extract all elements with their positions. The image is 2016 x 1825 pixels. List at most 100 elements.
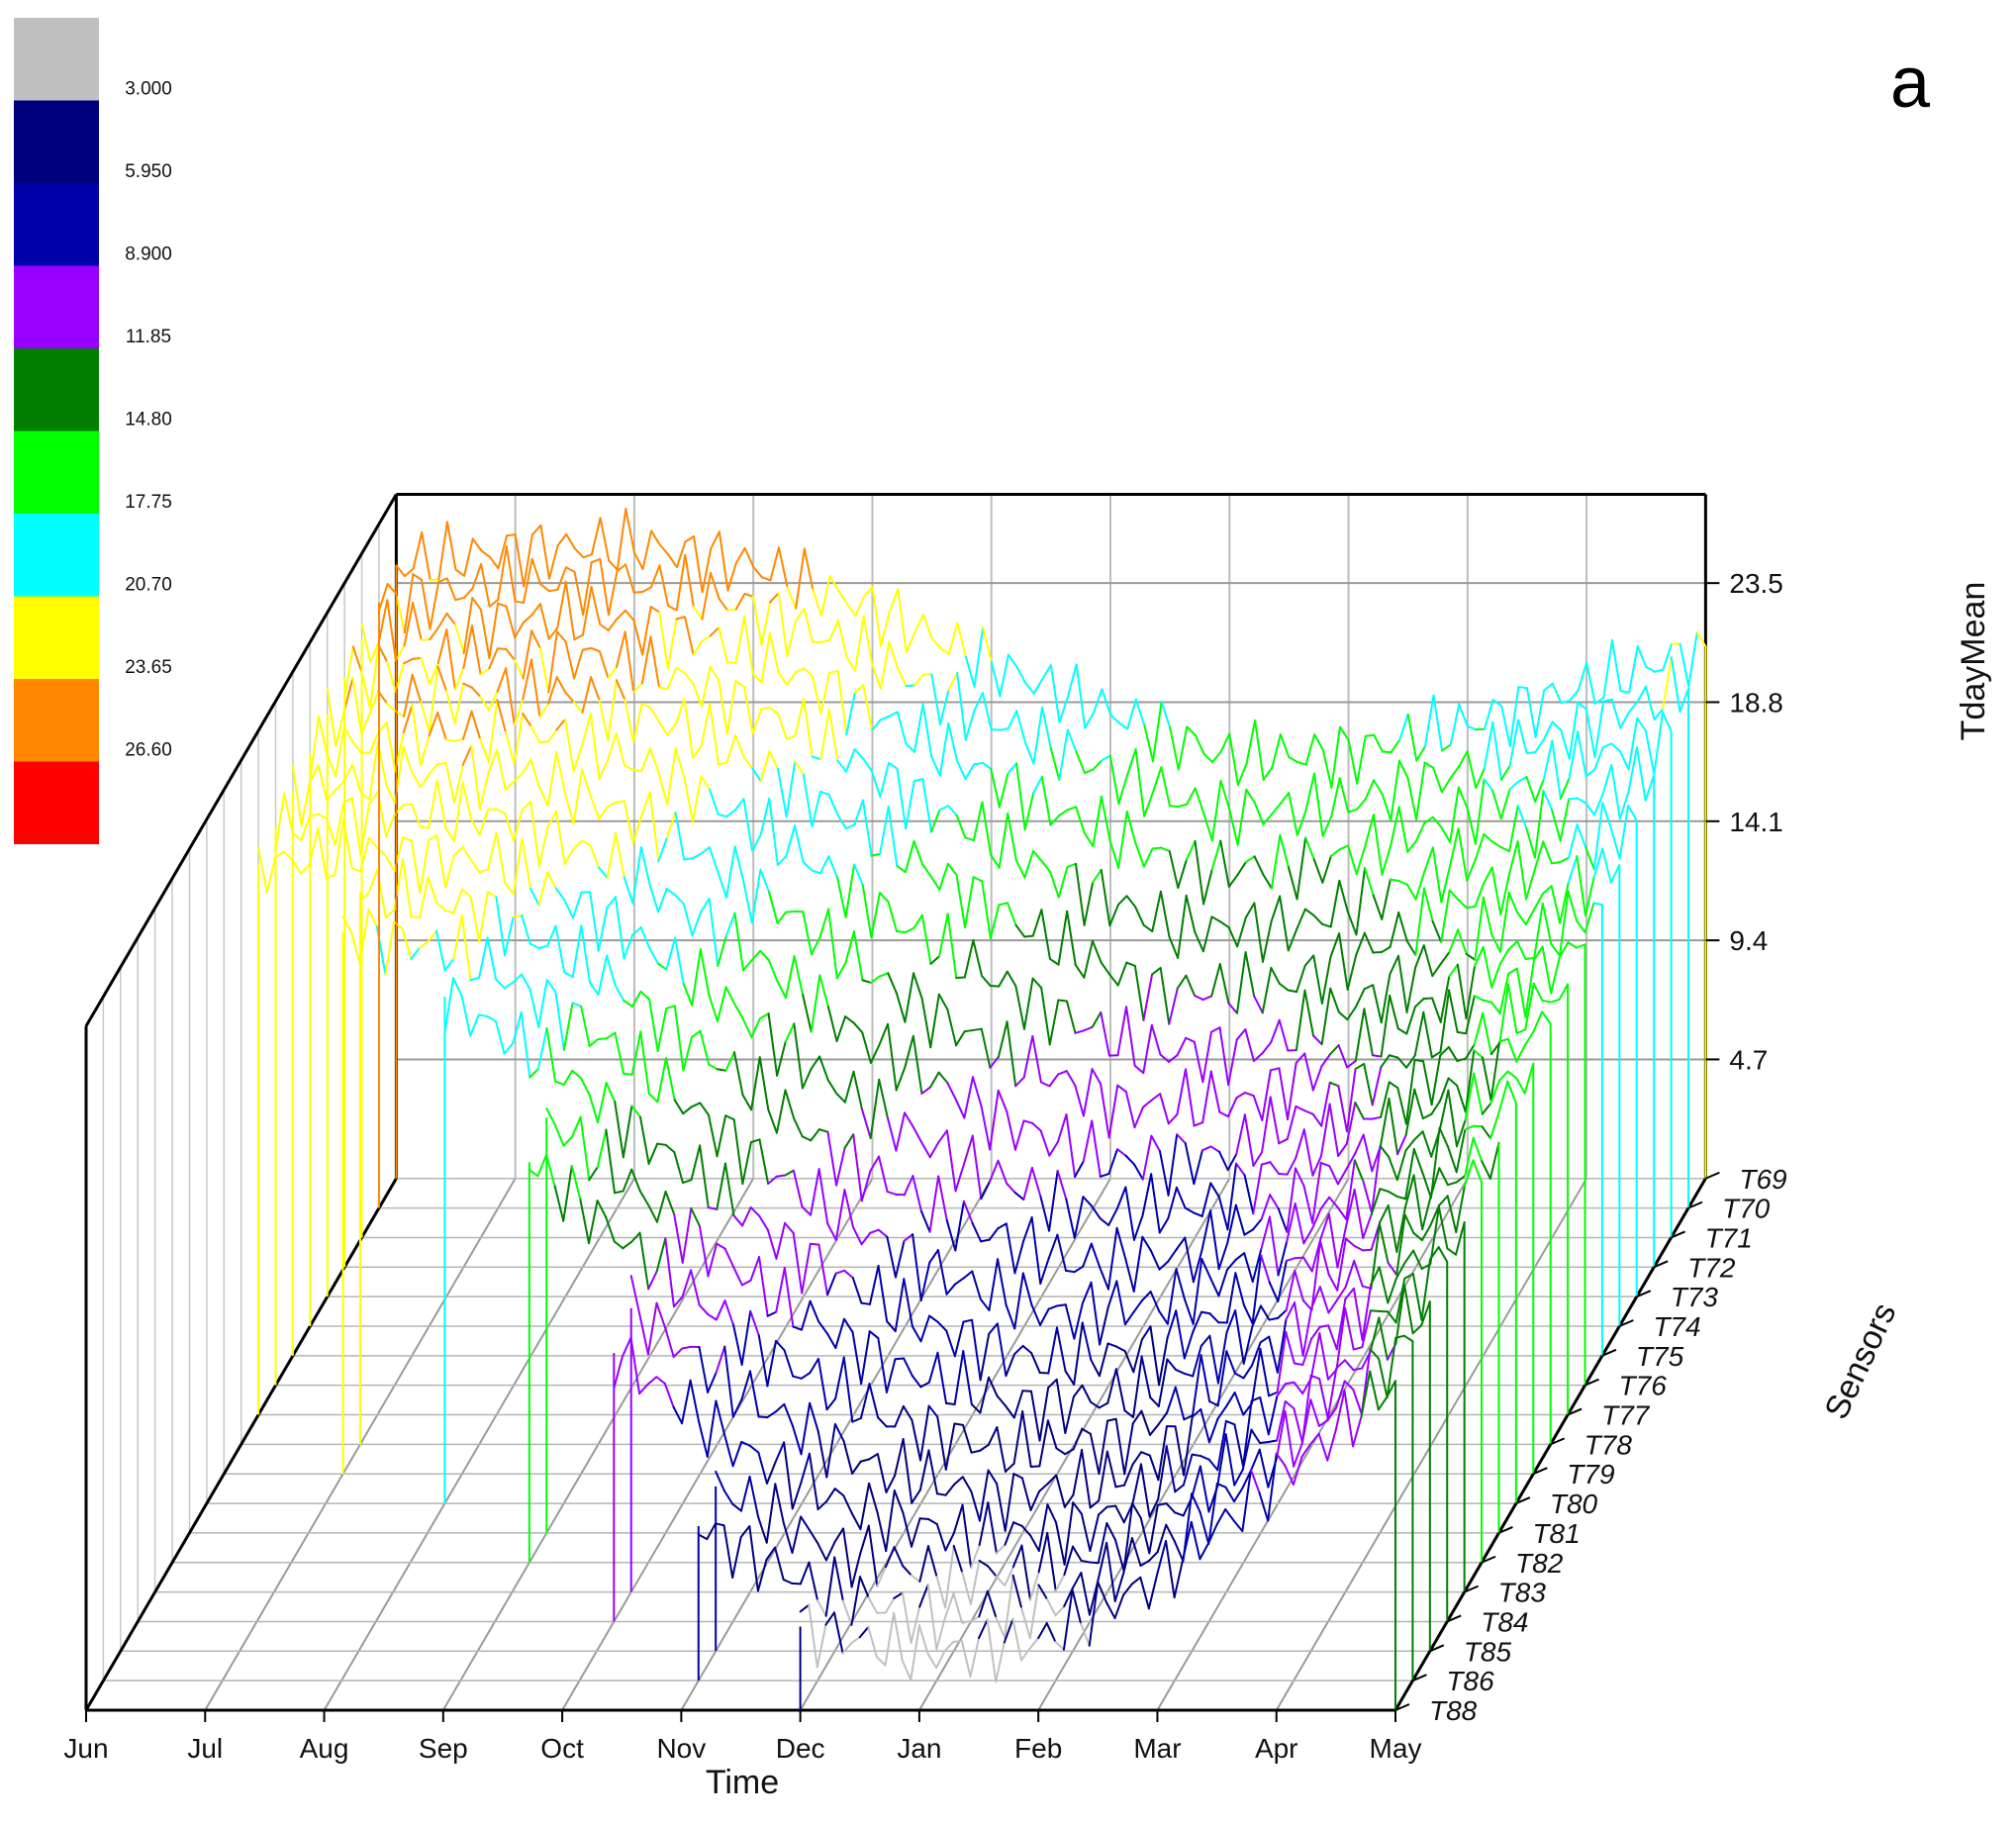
series-line-segment: [478, 936, 489, 979]
series-line-segment: [1455, 1220, 1466, 1256]
series-line-segment: [1533, 892, 1545, 911]
x-tick-label: Jun: [63, 1733, 108, 1764]
series-line-segment: [718, 625, 728, 664]
y-tick-label: T74: [1653, 1311, 1700, 1342]
series-line-segment: [1601, 802, 1612, 830]
series-line-segment: [936, 1320, 948, 1332]
series-line-segment: [487, 831, 498, 871]
series-line-segment: [411, 704, 423, 767]
series-line-segment: [1075, 663, 1087, 729]
series-line-segment: [1568, 701, 1580, 760]
series-line-segment: [1346, 911, 1358, 936]
series-line-segment: [1065, 1113, 1077, 1179]
series-line-segment: [545, 1153, 556, 1188]
series-line-segment: [724, 1051, 735, 1072]
series-line-segment: [1268, 1391, 1279, 1397]
x-tick-label: Nov: [656, 1733, 706, 1764]
series-line-segment: [1362, 1248, 1373, 1252]
series-line-segment: [571, 1115, 582, 1138]
series-line-segment: [884, 1596, 896, 1614]
series-line-segment: [956, 622, 967, 658]
series-line-segment: [1201, 1030, 1212, 1084]
series-line-segment: [990, 853, 1001, 869]
series-line-segment: [982, 625, 993, 663]
series-line-segment: [1490, 933, 1502, 953]
series-line-segment: [766, 1339, 778, 1388]
series-line-segment: [1133, 1163, 1144, 1181]
series-line-segment: [964, 763, 976, 781]
series-line-segment: [810, 1168, 820, 1216]
series-line-segment: [1012, 1473, 1023, 1480]
series-line-segment: [1005, 1303, 1016, 1330]
series-line-segment: [1309, 1332, 1321, 1380]
series-line-segment: [1082, 1196, 1094, 1207]
series-line-segment: [1337, 1044, 1349, 1069]
series-line-segment: [1432, 816, 1443, 829]
series-line-segment: [997, 1089, 1008, 1113]
series-line-segment: [1304, 733, 1316, 766]
series-line-segment: [961, 1571, 972, 1605]
series-line-segment: [783, 1267, 795, 1328]
series-line-segment: [836, 619, 848, 658]
series-line-segment: [454, 596, 465, 602]
series-line-segment: [749, 1256, 761, 1282]
series-line-segment: [888, 588, 900, 614]
series-line-segment: [606, 954, 617, 987]
series-line-segment: [963, 1028, 975, 1033]
series-line-segment: [1354, 1062, 1366, 1071]
series-line-segment: [648, 946, 659, 965]
series-line-segment: [555, 810, 566, 865]
series-line-segment: [360, 623, 372, 663]
series-line-segment: [1423, 694, 1435, 748]
series-line-segment: [845, 691, 856, 736]
series-line-segment: [1142, 1099, 1153, 1108]
series-line-segment: [1168, 935, 1180, 959]
series-line-segment: [917, 1624, 929, 1655]
series-line-segment: [1568, 730, 1580, 780]
series-line-segment: [605, 1128, 617, 1195]
series-line-segment: [1175, 1236, 1187, 1251]
series-line-segment: [1295, 1128, 1305, 1160]
series-line-segment: [743, 615, 754, 675]
series-line-segment: [800, 1372, 812, 1380]
series-line-segment: [912, 913, 923, 929]
series-line-segment: [615, 732, 626, 767]
series-line-segment: [808, 1528, 819, 1545]
series-line-segment: [826, 1130, 838, 1187]
series-line-segment: [1489, 1079, 1500, 1105]
series-line-segment: [649, 706, 660, 722]
series-line-segment: [1139, 1576, 1150, 1610]
series-line-segment: [1075, 806, 1086, 834]
series-line-segment: [783, 1349, 795, 1378]
series-line-segment: [964, 655, 976, 688]
series-line-segment: [1158, 1260, 1170, 1271]
series-line-segment: [1143, 792, 1154, 817]
y-tick: [1584, 1378, 1599, 1387]
series-line-segment: [1062, 1588, 1074, 1651]
series-line-segment: [1457, 899, 1468, 910]
series-line-segment: [937, 1175, 948, 1221]
series-line-segment: [1542, 885, 1553, 895]
series-line-segment: [1695, 630, 1707, 648]
series-line-segment: [1081, 1384, 1093, 1403]
series-line-segment: [748, 1476, 760, 1518]
series-line-segment: [1200, 1182, 1212, 1217]
series-line-segment: [708, 897, 720, 967]
series-line-segment: [802, 860, 814, 872]
series-line-segment: [1029, 1465, 1041, 1469]
series-line-segment: [1226, 1153, 1238, 1172]
series-line-segment: [769, 546, 780, 582]
series-line-segment: [1218, 1110, 1229, 1118]
series-line-segment: [1285, 1270, 1296, 1311]
series-t84: [613, 1246, 1449, 1569]
series-line-segment: [961, 1476, 973, 1493]
series-line-segment: [1047, 1233, 1059, 1260]
series-line-segment: [826, 1079, 838, 1095]
series-line-segment: [765, 1461, 777, 1485]
series-line-segment: [860, 1301, 871, 1305]
series-line-segment: [1285, 1301, 1296, 1321]
series-line-segment: [1601, 742, 1613, 749]
series-line-segment: [913, 613, 925, 633]
series-line-segment: [845, 655, 857, 672]
series-line-segment: [562, 1165, 573, 1222]
